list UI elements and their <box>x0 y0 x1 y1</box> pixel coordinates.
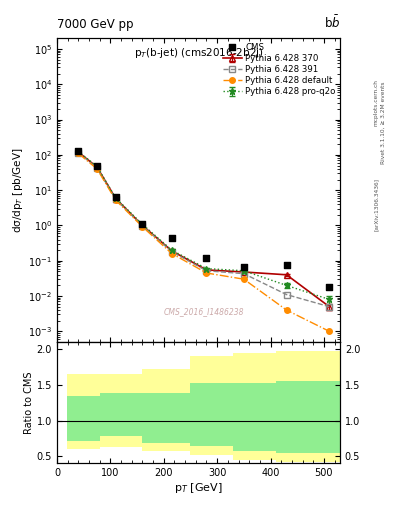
Y-axis label: dσ/dp$_{T}$ [pb/GeV]: dσ/dp$_{T}$ [pb/GeV] <box>11 147 26 233</box>
Legend: CMS, Pythia 6.428 370, Pythia 6.428 391, Pythia 6.428 default, Pythia 6.428 pro-: CMS, Pythia 6.428 370, Pythia 6.428 391,… <box>221 41 337 98</box>
Y-axis label: Ratio to CMS: Ratio to CMS <box>24 371 34 434</box>
Text: mcplots.cern.ch: mcplots.cern.ch <box>374 79 379 126</box>
X-axis label: p$_{T}$ [GeV]: p$_{T}$ [GeV] <box>174 481 223 495</box>
Text: Rivet 3.1.10, ≥ 3.2M events: Rivet 3.1.10, ≥ 3.2M events <box>381 81 386 164</box>
Text: [arXiv:1306.3436]: [arXiv:1306.3436] <box>374 178 379 231</box>
CMS <box>94 161 100 169</box>
CMS <box>283 261 290 269</box>
Text: CMS_2016_I1486238: CMS_2016_I1486238 <box>164 307 244 316</box>
Text: b$\bar{b}$: b$\bar{b}$ <box>323 14 340 31</box>
CMS <box>75 147 81 155</box>
CMS <box>326 283 332 291</box>
CMS <box>139 220 145 228</box>
Text: p$_{T}$(b-jet) (cms2016-2b2j): p$_{T}$(b-jet) (cms2016-2b2j) <box>134 46 263 60</box>
CMS <box>241 263 247 271</box>
CMS <box>203 254 209 262</box>
CMS <box>169 233 175 242</box>
CMS <box>112 193 119 201</box>
Text: 7000 GeV pp: 7000 GeV pp <box>57 18 134 31</box>
